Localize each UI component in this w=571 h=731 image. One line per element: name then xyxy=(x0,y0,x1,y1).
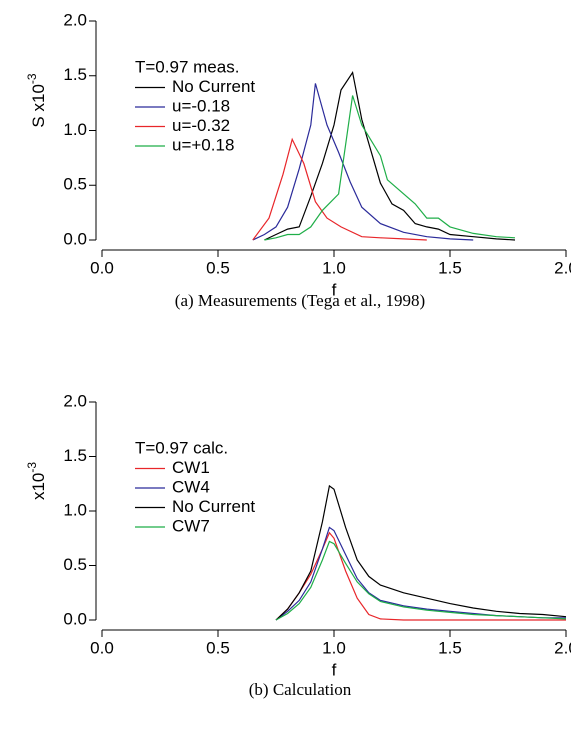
data-line xyxy=(275,540,567,621)
y-tick-label: 0.5 xyxy=(63,175,87,194)
data-line xyxy=(264,95,516,241)
x-axis-label: f xyxy=(332,660,337,679)
x-tick-label: 1.5 xyxy=(438,258,462,277)
x-tick-label: 0.5 xyxy=(206,638,230,657)
data-line xyxy=(252,137,427,241)
caption: (b) Calculation xyxy=(249,680,352,699)
data-line xyxy=(264,70,516,241)
legend-label: CW4 xyxy=(172,477,210,496)
x-tick-label: 1.0 xyxy=(322,638,346,657)
data-line xyxy=(275,526,566,621)
x-tick-label: 1.0 xyxy=(322,258,346,277)
legend-label: u=+0.18 xyxy=(172,135,234,154)
y-tick-label: 1.0 xyxy=(63,120,87,139)
y-axis-label: S x10-3 xyxy=(25,73,48,127)
legend-label: CW7 xyxy=(172,516,210,535)
data-line xyxy=(252,83,474,241)
y-tick-label: 0.0 xyxy=(63,229,87,248)
legend-title: T=0.97 meas. xyxy=(135,57,239,76)
legend-title: T=0.97 calc. xyxy=(135,438,228,457)
y-tick-label: 1.5 xyxy=(63,65,87,84)
y-axis-label-text: S x10 xyxy=(29,84,48,127)
legend-label: u=-0.32 xyxy=(172,116,230,135)
legend-label: CW1 xyxy=(172,458,210,477)
caption: (a) Measurements (Tega et al., 1998) xyxy=(175,291,425,310)
y-tick-label: 1.0 xyxy=(63,500,87,519)
data-line xyxy=(275,484,567,621)
y-axis-label-exponent: -3 xyxy=(25,73,39,84)
y-tick-label: 0.5 xyxy=(63,555,87,574)
legend-label: No Current xyxy=(172,497,255,516)
x-tick-label: 2.0 xyxy=(554,258,571,277)
y-tick-label: 2.0 xyxy=(63,391,87,410)
x-axis-label: f xyxy=(332,280,337,299)
x-tick-label: 1.5 xyxy=(438,638,462,657)
x-tick-label: 0.5 xyxy=(206,258,230,277)
y-tick-label: 2.0 xyxy=(63,10,87,29)
y-axis-label-text: x10 xyxy=(29,473,48,500)
x-tick-label: 0.0 xyxy=(90,638,114,657)
data-line xyxy=(275,531,566,621)
x-tick-label: 2.0 xyxy=(554,638,571,657)
y-axis-label: x10-3 xyxy=(25,462,48,500)
y-axis-label-exponent: -3 xyxy=(25,462,39,473)
y-tick-label: 0.0 xyxy=(63,609,87,628)
legend-label: u=-0.18 xyxy=(172,96,230,115)
x-tick-label: 0.0 xyxy=(90,258,114,277)
y-tick-label: 1.5 xyxy=(63,446,87,465)
legend-label: No Current xyxy=(172,77,255,96)
